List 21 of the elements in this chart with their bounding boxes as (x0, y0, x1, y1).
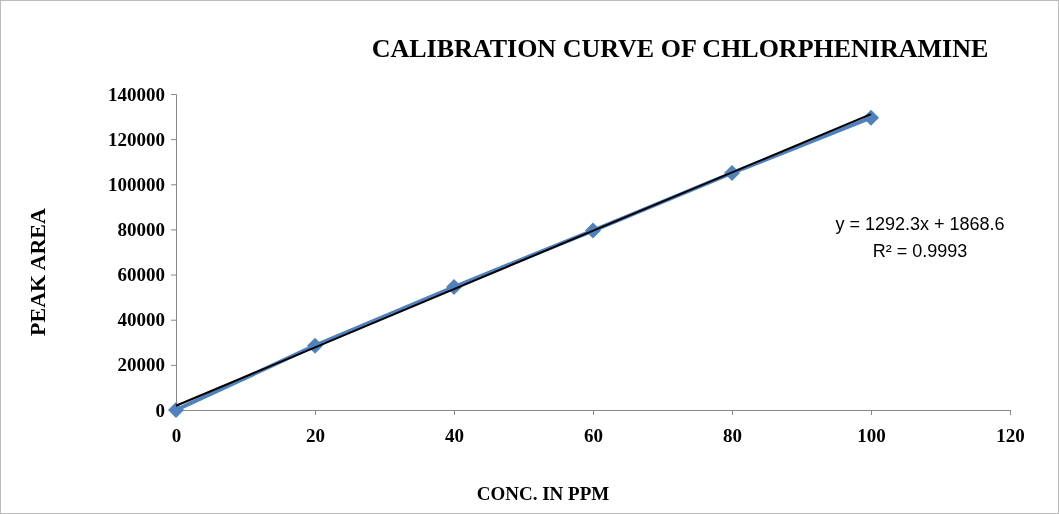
y-tick-label: 120000 (108, 128, 165, 150)
y-tick-label: 80000 (117, 219, 165, 241)
annotation: y = 1292.3x + 1868.6 (835, 214, 1005, 234)
y-tick-label: 140000 (108, 83, 165, 105)
annotation: R² = 0.9993 (872, 241, 968, 261)
y-axis-title: PEAK AREA (25, 208, 50, 336)
y-tick-label: 0 (155, 399, 165, 421)
y-tick-label: 100000 (108, 173, 165, 195)
x-tick-label: 20 (306, 425, 325, 447)
chart-title: CALIBRATION CURVE OF CHLORPHENIRAMINE (371, 34, 989, 63)
x-tick-label: 120 (996, 425, 1025, 447)
x-tick-label: 100 (857, 425, 886, 447)
point (168, 402, 184, 418)
y-tick-label: 20000 (117, 354, 165, 376)
x-axis-title: CONC. IN PPM (476, 483, 610, 504)
y-tick-label: 40000 (117, 309, 165, 331)
x-tick-label: 0 (171, 425, 182, 447)
x-tick-label: 40 (445, 425, 464, 447)
x-tick-label: 60 (584, 425, 603, 447)
y-tick-label: 60000 (117, 264, 165, 286)
x-tick-label: 80 (723, 425, 742, 447)
